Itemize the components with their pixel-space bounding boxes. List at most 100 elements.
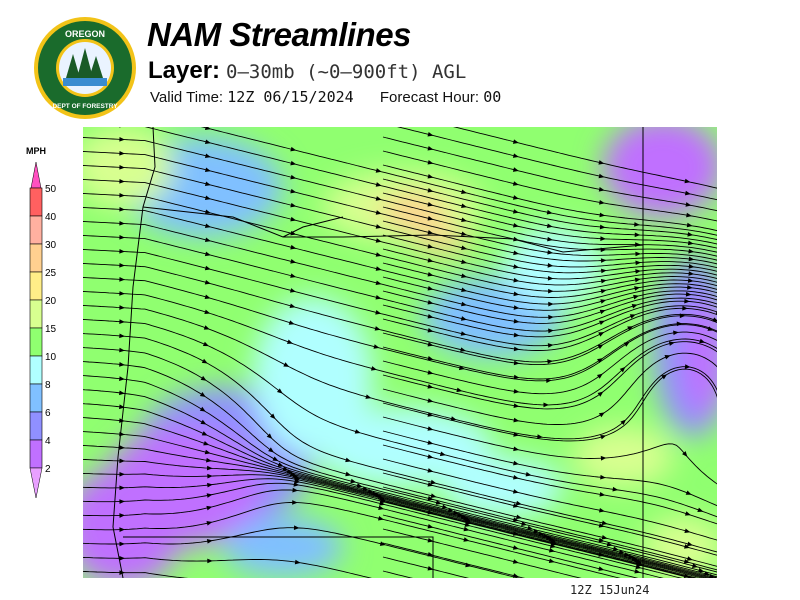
streamline-arrow [427,328,434,333]
svg-text:DEPT OF FORESTRY: DEPT OF FORESTRY [52,103,118,110]
streamline-arrow [513,374,520,380]
streamline-arrow [463,537,470,542]
streamline-arrow [427,523,434,529]
streamline [83,151,717,261]
streamline [83,137,717,253]
streamline-arrow [619,366,626,373]
streamline-arrow [629,314,636,319]
streamline-arrow [375,252,382,257]
streamline-arrow [439,451,446,457]
streamline-arrow [199,392,206,398]
streamline-arrow [598,412,605,418]
streamline-arrow [119,178,125,184]
streamline-arrow [373,344,380,349]
streamline-arrow [460,347,467,352]
streamline-arrow [119,499,125,504]
streamline-arrow [427,565,434,571]
streamline-arrow [600,289,607,294]
streamline-arrow [427,468,434,473]
legend-swatch [29,271,43,301]
streamline-arrow [202,341,209,347]
streamline-arrow [204,251,211,257]
streamline-arrow [204,127,211,131]
streamline-arrow [119,305,125,310]
streamline-arrow [684,364,691,369]
streamline-arrow [427,398,434,403]
legend-top-arrow [30,161,42,189]
streamline-arrow [427,370,434,375]
streamline-arrow [546,378,552,384]
streamline-arrow [598,332,605,337]
streamline-arrow [548,301,554,307]
streamline [382,150,717,222]
streamline-arrow [599,492,606,497]
streamline [382,556,470,578]
streamline [83,179,717,280]
streamline-arrow [547,343,554,348]
streamline-arrow [119,485,125,491]
streamline-arrow [599,212,606,218]
oregon-department-of-forestry-logo: OREGON DEPT OF FORESTRY [34,17,136,119]
streamline-arrow [601,520,608,526]
streamline-arrow [513,291,520,297]
streamline-arrow [512,531,519,536]
legend-swatch [29,187,43,217]
legend-swatch [29,299,43,329]
streamline-arrow [375,295,382,300]
streamline-arrow [460,331,467,336]
streamline-arrow [427,313,434,319]
streamline [453,127,717,189]
streamline [83,489,664,578]
streamline-arrow [375,182,382,187]
streamline-arrow [687,278,694,283]
streamline-arrow [427,440,434,445]
legend-swatch [29,411,43,441]
streamline [382,368,717,442]
streamline [382,331,717,395]
streamline-arrow [543,402,550,408]
streamline [83,221,717,318]
streamline-arrow [686,222,693,228]
streamline-arrow [119,527,125,532]
streamline-arrow [684,511,691,516]
streamline-arrow [345,471,352,477]
streamline-arrow [598,566,605,571]
streamline-arrow [290,202,297,208]
streamline [382,570,414,578]
layer-info: Layer: 0–30mb (~0–900ft) AGL [148,57,466,85]
streamline-arrow [513,264,520,269]
streamline [382,164,717,232]
streamline [83,361,717,573]
streamline-arrow [427,285,434,291]
streamline-arrow [207,558,213,564]
streamline-arrow [427,216,434,221]
streamline [83,347,717,567]
streamline-arrow [598,523,605,528]
streamline-arrow [512,153,519,158]
streamline [83,417,715,578]
streamline-arrow [513,403,520,408]
streamline-arrow [119,220,125,226]
streamline-arrow [513,417,520,423]
streamline-arrow [283,362,290,367]
streamline [382,444,717,525]
streamline-arrow [512,545,519,550]
streamline-arrow [513,460,519,466]
streamline [83,263,717,363]
streamline-arrow [688,248,695,254]
streamline-arrow [512,139,519,144]
streamline-arrow [600,236,606,241]
streamline-arrow [684,544,690,549]
streamline-arrow [463,526,470,532]
streamline [83,193,717,292]
streamline-arrow [427,426,434,431]
streamline [382,416,717,485]
streamline [83,375,717,576]
streamline [83,291,717,406]
streamline [382,315,717,366]
streamline-arrow [427,174,434,179]
streamline [200,127,717,236]
streamline-arrow [599,224,606,230]
streamline-arrow [547,263,554,268]
svg-text:OREGON: OREGON [65,29,105,39]
